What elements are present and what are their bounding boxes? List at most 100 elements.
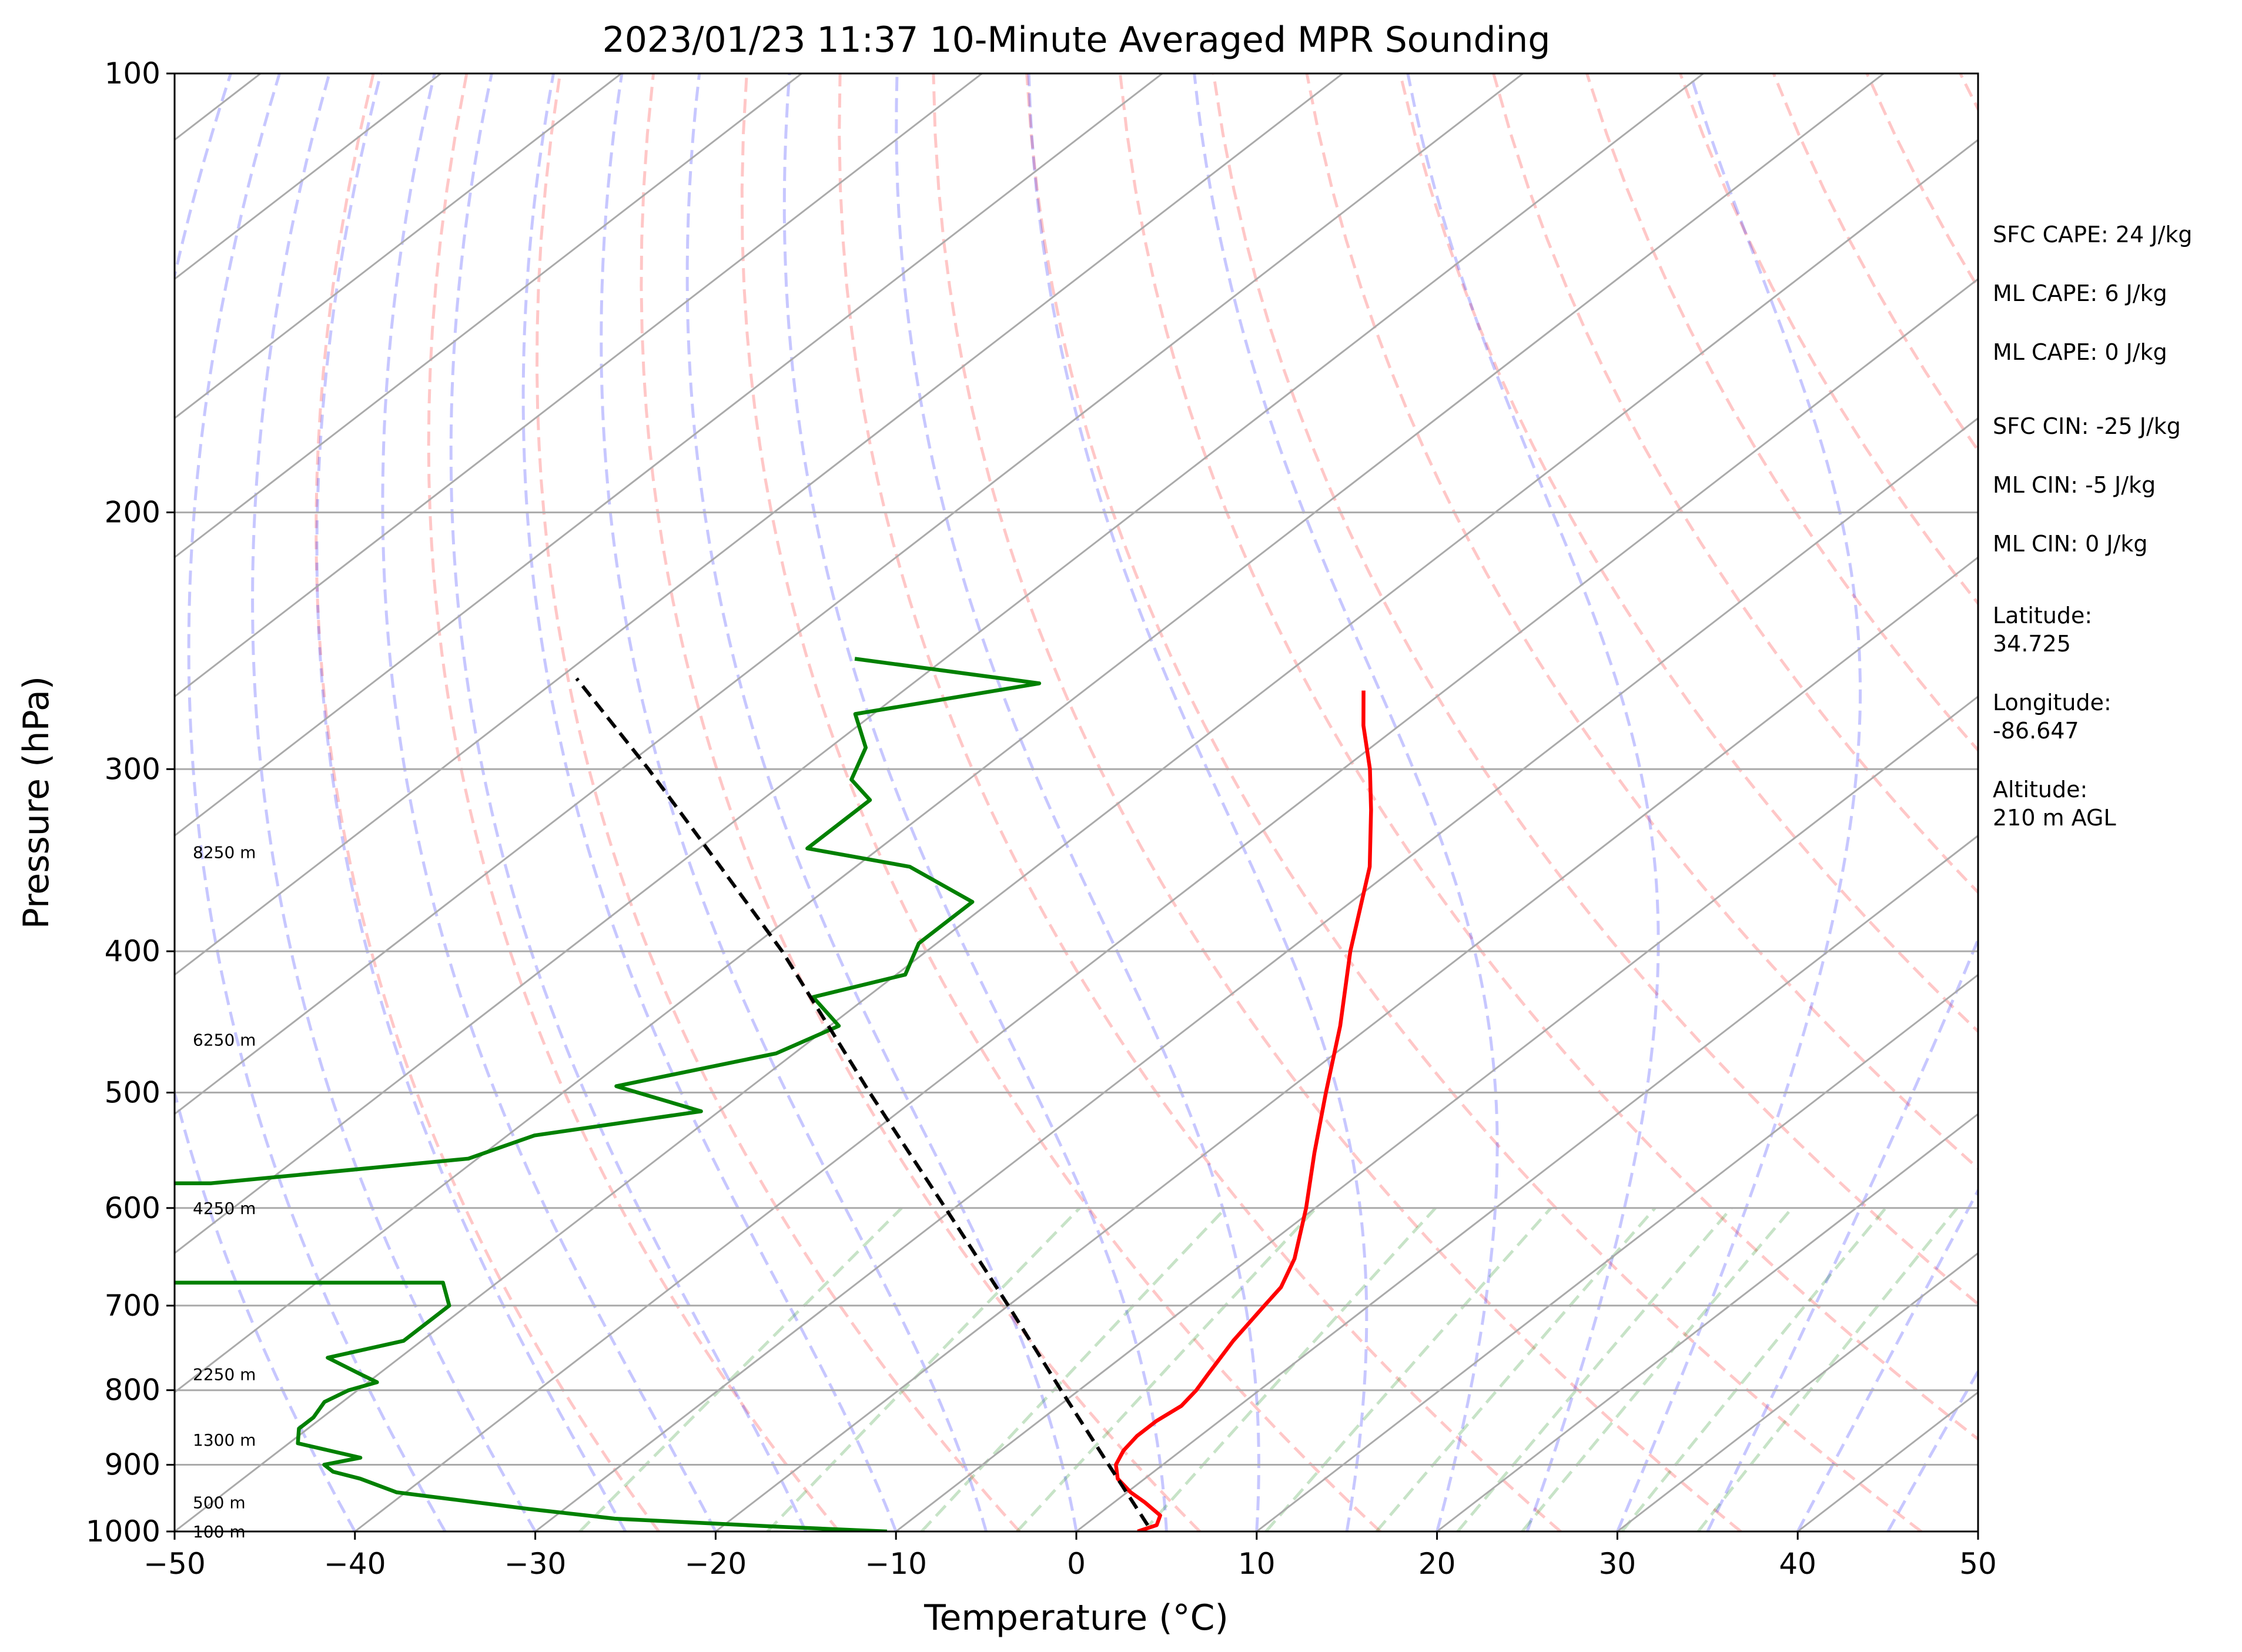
longitude-label: Longitude: [1993,690,2112,715]
isotherm [175,73,622,420]
isotherm [175,73,1885,1394]
latitude-value: 34.725 [1993,631,2071,657]
dry-adiabat [1025,73,1922,1531]
isotherm [175,73,1524,1115]
y-tick-label: 700 [105,1289,160,1323]
height-label: 4250 m [193,1199,256,1218]
y-axis-ticks: 100 200 300 400 500 600 700 800 900 1000 [86,56,175,1549]
sfc-cape-label: SFC CAPE: 24 J/kg [1993,222,2193,248]
moist-adiabat [187,73,447,1531]
mixing-ratio-line [1521,1207,1793,1531]
moist-adiabat [782,73,1168,1531]
y-tick-label: 600 [105,1191,160,1225]
dry-adiabat [932,73,1742,1531]
y-axis-label: Pressure (hPa) [16,676,57,929]
dry-adiabat [1119,73,1978,1441]
height-label: 2250 m [193,1365,256,1384]
x-tick-label: −50 [143,1547,206,1581]
moist-adiabat [1886,1368,1978,1531]
y-tick-label: 900 [105,1448,160,1482]
moist-adiabat [1406,73,1660,1531]
y-tick-label: 100 [105,56,160,91]
height-label: 1300 m [193,1430,256,1450]
x-tick-label: 50 [1959,1547,1997,1581]
isotherm [715,556,1978,1531]
ml-cin-label: ML CIN: -5 J/kg [1993,472,2156,498]
moist-adiabat [895,73,1260,1531]
mixing-ratio-line [1621,1207,1887,1531]
x-tick-label: −40 [324,1547,386,1581]
latitude-label: Latitude: [1993,603,2092,628]
moist-adiabat [251,73,537,1531]
moist-adiabat [449,73,808,1531]
isotherm [175,138,1978,1531]
isotherm [534,417,1978,1531]
sounding-series [175,657,1373,1531]
mixing-ratio-line [1264,1207,1552,1531]
moist-adiabat [1796,1187,1978,1531]
ml-cape-label-2: ML CAPE: 0 J/kg [1993,339,2167,365]
longitude-value: -86.647 [1993,718,2079,744]
dry-adiabat [536,73,1021,1531]
dry-adiabat [838,73,1562,1531]
x-axis-ticks: −50 −40 −30 −20 −10 0 10 20 30 40 50 [143,1531,1997,1581]
y-tick-label: 800 [105,1373,160,1407]
dry-adiabat [314,73,660,1531]
isotherm [175,73,1344,977]
ml-cin-label-2: ML CIN: 0 J/kg [1993,531,2147,557]
isotherm [895,695,1978,1531]
moist-adiabat [1193,73,1499,1531]
altitude-value: 210 m AGL [1993,805,2116,831]
dry-adiabat [640,73,1201,1531]
x-tick-label: −10 [865,1547,927,1581]
x-axis-label: Temperature (°C) [923,1597,1229,1638]
chart-title: 2023/01/23 11:37 10-Minute Averaged MPR … [603,19,1551,61]
moist-adiabat [685,73,1078,1531]
stats-panel: SFC CAPE: 24 J/kg ML CAPE: 6 J/kg ML CAP… [1993,222,2193,831]
isotherm [175,73,983,698]
sfc-cin-label: SFC CIN: -25 J/kg [1993,413,2181,439]
altitude-label: Altitude: [1993,777,2087,802]
x-tick-label: −30 [504,1547,567,1581]
x-tick-label: 20 [1418,1547,1456,1581]
height-label: 500 m [193,1493,246,1512]
sounding-series-line [1114,690,1373,1531]
mixing-ratio-line [1142,1207,1437,1531]
mixing-ratio-line [1016,1207,1317,1531]
isotherm [1076,834,1978,1531]
sounding-series-line [575,677,1149,1526]
moist-adiabat [381,73,717,1531]
isotherm [175,73,442,280]
sounding-series-line [175,657,1042,1531]
height-label: 8250 m [193,842,256,862]
mixing-ratio-line [766,1207,1081,1531]
moist-adiabat [521,73,898,1531]
isotherm [1256,974,1978,1531]
mixing-ratio-line [578,1207,903,1531]
ml-cape-label: ML CAPE: 6 J/kg [1993,280,2167,306]
y-tick-label: 400 [105,934,160,968]
dry-adiabat [740,73,1381,1531]
dry-adiabat [1585,73,1978,753]
isotherm [354,277,1978,1531]
moist-adiabat [600,73,988,1531]
x-tick-label: −20 [685,1547,747,1581]
y-tick-label: 1000 [86,1514,160,1549]
x-tick-label: 10 [1238,1547,1276,1581]
moist-adiabat [315,73,627,1531]
moist-adiabat [1027,73,1368,1531]
isotherm [175,73,802,559]
isotherm [1617,1252,1978,1531]
x-tick-label: 0 [1067,1547,1086,1581]
height-label: 6250 m [193,1031,256,1050]
isotherm [175,73,1704,1255]
y-tick-label: 200 [105,496,160,530]
moist-adiabat [1706,935,1978,1531]
isotherm [175,73,1163,837]
grid-lines [175,73,1978,1531]
y-tick-label: 500 [105,1075,160,1109]
y-tick-label: 300 [105,752,160,786]
isotherm [1436,1112,1978,1531]
